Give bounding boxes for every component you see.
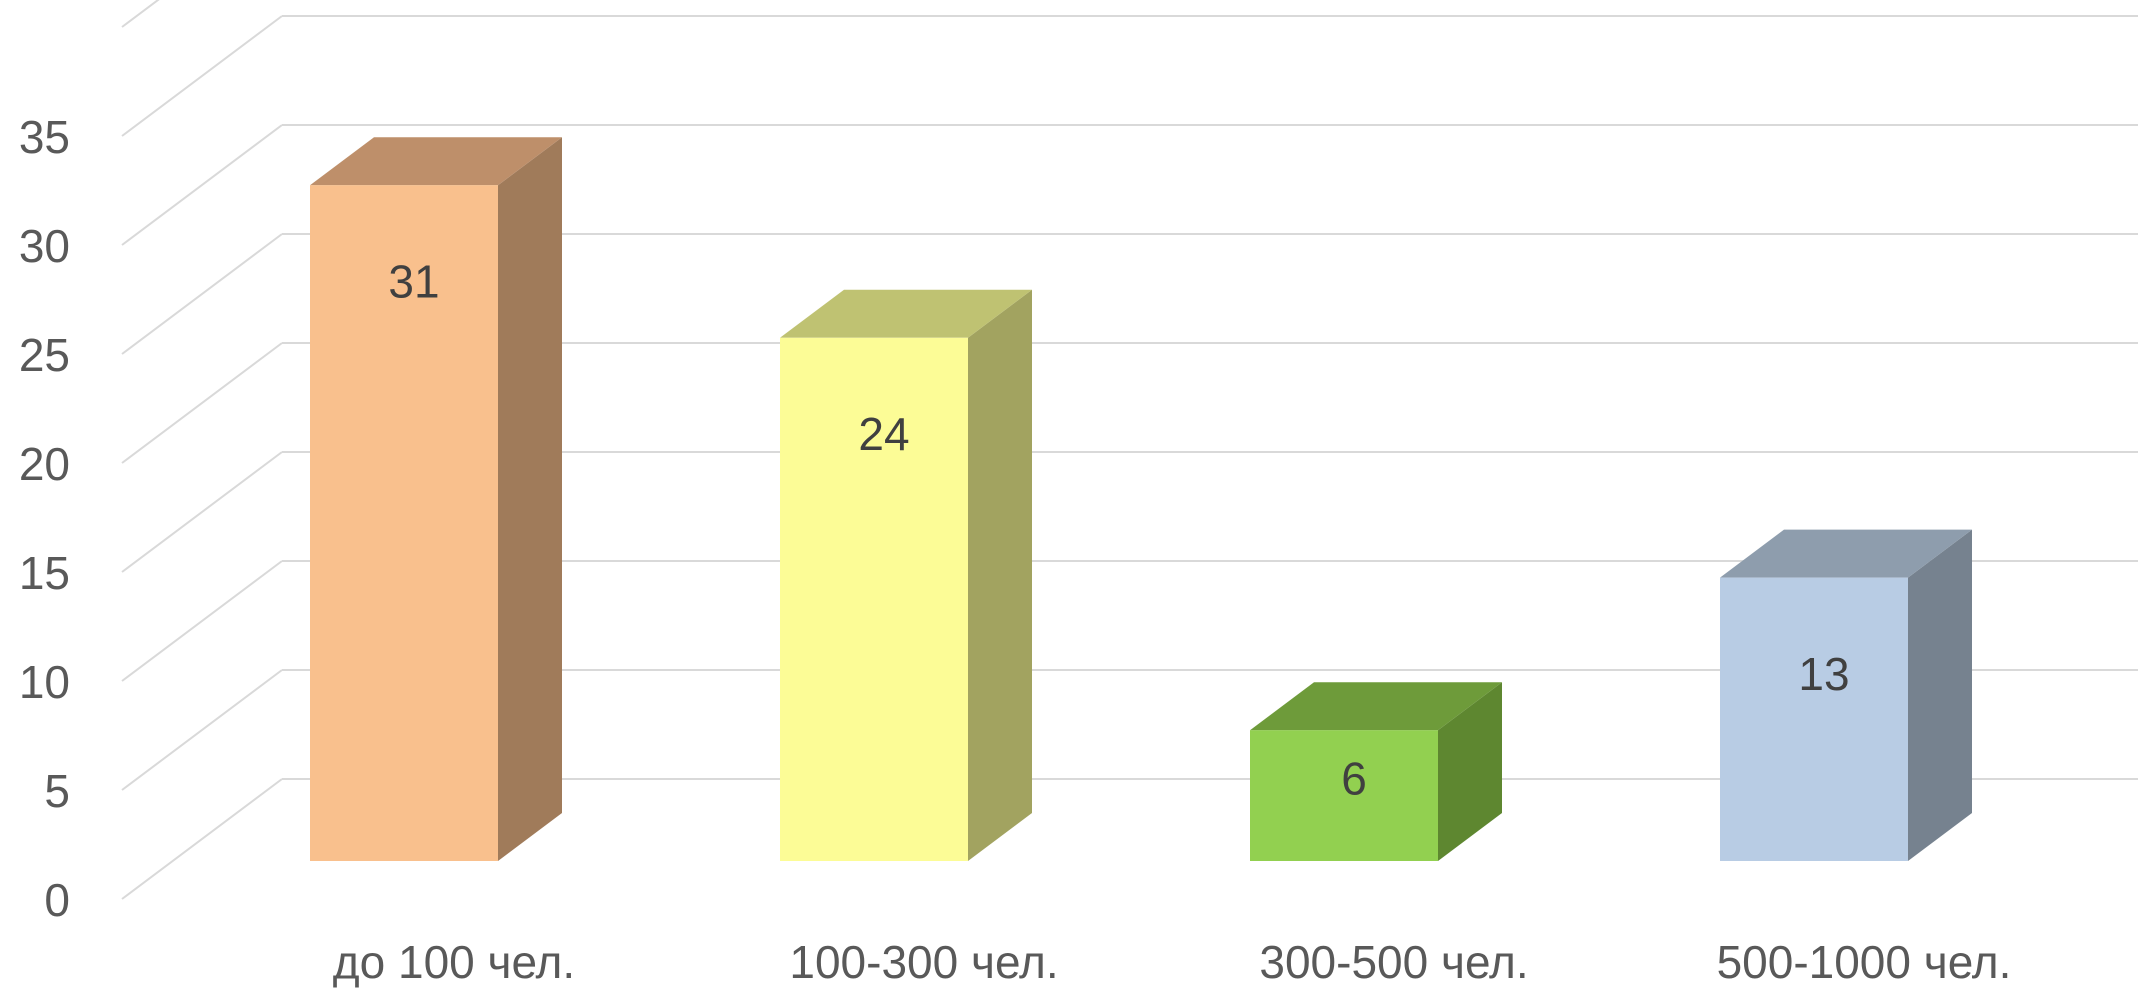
x-tick-label: 300-500 чел. (1259, 936, 1528, 988)
gridline-depth (121, 0, 160, 28)
y-tick-label: 15 (19, 547, 70, 599)
bar-front-face (310, 185, 498, 861)
bar-top-face (1720, 529, 1972, 578)
bar-top-face (1250, 682, 1502, 731)
grid-layer (121, 0, 2138, 900)
data-label: 6 (1341, 752, 1367, 804)
bar: 31 (310, 137, 562, 861)
x-tick-label: 100-300 чел. (789, 936, 1058, 988)
bar-front-face (1720, 577, 1908, 861)
gridline-depth (121, 342, 283, 464)
bar-top-face (310, 137, 562, 186)
bar: 13 (1720, 529, 1972, 861)
y-tick-label: 35 (19, 111, 70, 163)
y-tick-label: 30 (19, 220, 70, 272)
bar-side-face (1438, 682, 1502, 861)
y-tick-label: 0 (44, 874, 70, 926)
bars-layer: 31 24 6 13 (310, 137, 1972, 861)
x-axis-tick-labels: до 100 чел. 100-300 чел. 300-500 чел. 500-1… (333, 936, 2012, 988)
y-axis-tick-labels: 0 5 10 15 20 25 30 35 (19, 111, 70, 926)
gridline-depth (121, 560, 283, 682)
bar-side-face (968, 289, 1032, 861)
bar-side-face (498, 137, 562, 861)
gridline-depth (121, 15, 283, 137)
bar: 24 (780, 289, 1032, 861)
x-tick-label: 500-1000 чел. (1717, 936, 2012, 988)
y-tick-label: 5 (44, 765, 70, 817)
y-tick-label: 20 (19, 438, 70, 490)
bar-side-face (1908, 529, 1972, 861)
y-tick-label: 25 (19, 329, 70, 381)
bar-front-face (1250, 730, 1438, 861)
y-tick-label: 10 (19, 656, 70, 708)
bar: 6 (1250, 682, 1502, 861)
gridline-depth (121, 451, 283, 573)
gridline-depth (121, 669, 283, 791)
data-label: 31 (388, 255, 439, 307)
gridline-depth (121, 778, 283, 900)
gridline-depth (121, 124, 283, 246)
bar-front-face (780, 337, 968, 861)
gridline-depth (121, 233, 283, 355)
x-tick-label: до 100 чел. (333, 936, 575, 988)
bar-top-face (780, 289, 1032, 338)
data-label: 24 (858, 408, 909, 460)
data-label: 13 (1798, 648, 1849, 700)
